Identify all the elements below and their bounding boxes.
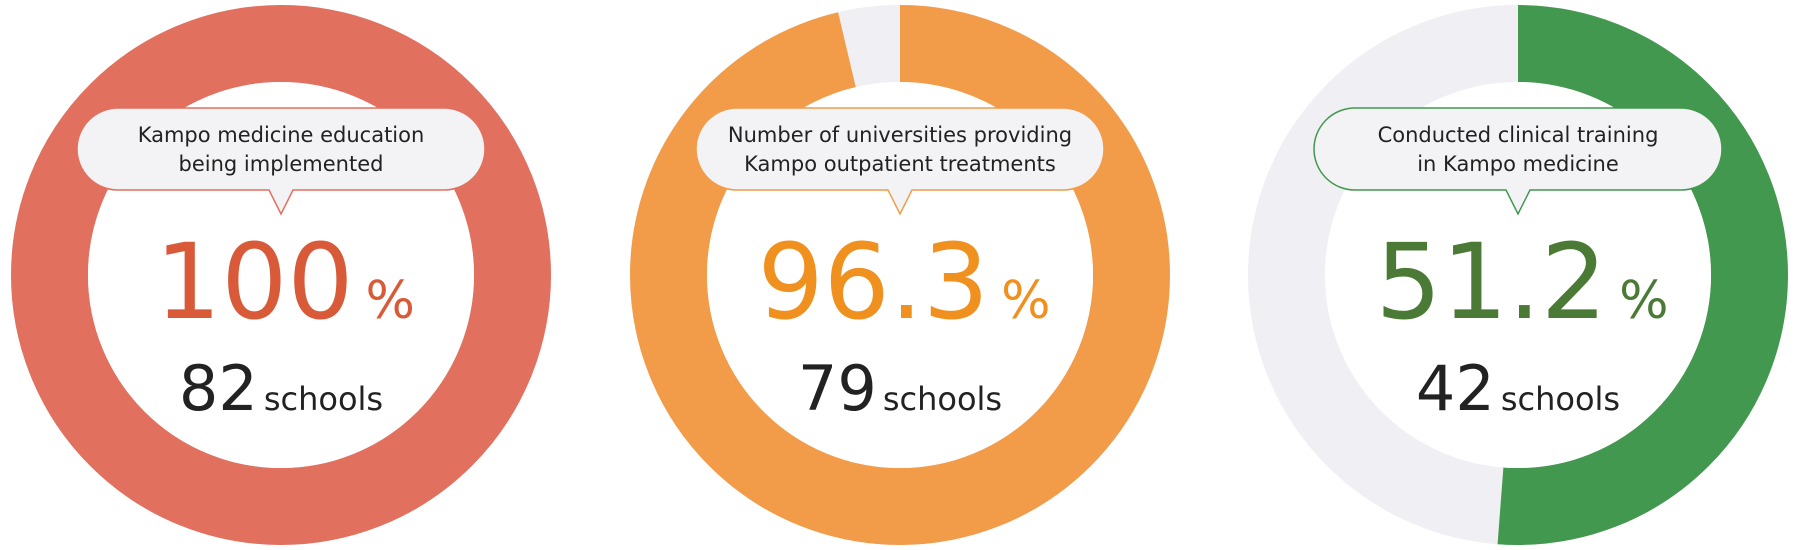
label-bubble [695, 107, 1105, 216]
count-text: 82 schools [179, 352, 383, 425]
count-number: 42 [1416, 352, 1495, 425]
value-number: 51.2 [1376, 221, 1608, 343]
value-text: 96.3% [758, 221, 1051, 343]
count-text: 79 schools [798, 352, 1002, 425]
count-unit: schools [1501, 380, 1620, 418]
value-unit: % [1619, 271, 1668, 331]
count-number: 79 [798, 352, 877, 425]
donut-segment [1248, 5, 1788, 545]
bubble-label: being implemented [179, 152, 384, 176]
donut-segment [630, 5, 1170, 545]
donut-chart: Kampo medicine education being implemente… [11, 5, 551, 545]
donut-segment [11, 5, 551, 545]
value-unit: % [1001, 271, 1050, 331]
donut-chart: Conducted clinical training in Kampo medi… [1248, 5, 1788, 545]
value-text: 100% [155, 221, 415, 343]
value-text: 51.2% [1376, 221, 1669, 343]
value-unit: % [366, 271, 415, 331]
count-number: 82 [179, 352, 258, 425]
donut-chart: Number of universities providing Kampo ou… [630, 5, 1170, 545]
bubble-label: Kampo outpatient treatments [744, 152, 1056, 176]
value-number: 96.3 [758, 221, 990, 343]
bubble-label: Number of universities providing [728, 123, 1072, 147]
value-number: 100 [155, 221, 354, 343]
label-bubble [1313, 107, 1723, 216]
count-unit: schools [264, 380, 383, 418]
label-bubble [76, 107, 486, 216]
bubble-label: Conducted clinical training [1378, 123, 1659, 147]
bubble-label: Kampo medicine education [138, 123, 425, 147]
count-unit: schools [883, 380, 1002, 418]
bubble-label: in Kampo medicine [1417, 152, 1619, 176]
count-text: 42 schools [1416, 352, 1620, 425]
